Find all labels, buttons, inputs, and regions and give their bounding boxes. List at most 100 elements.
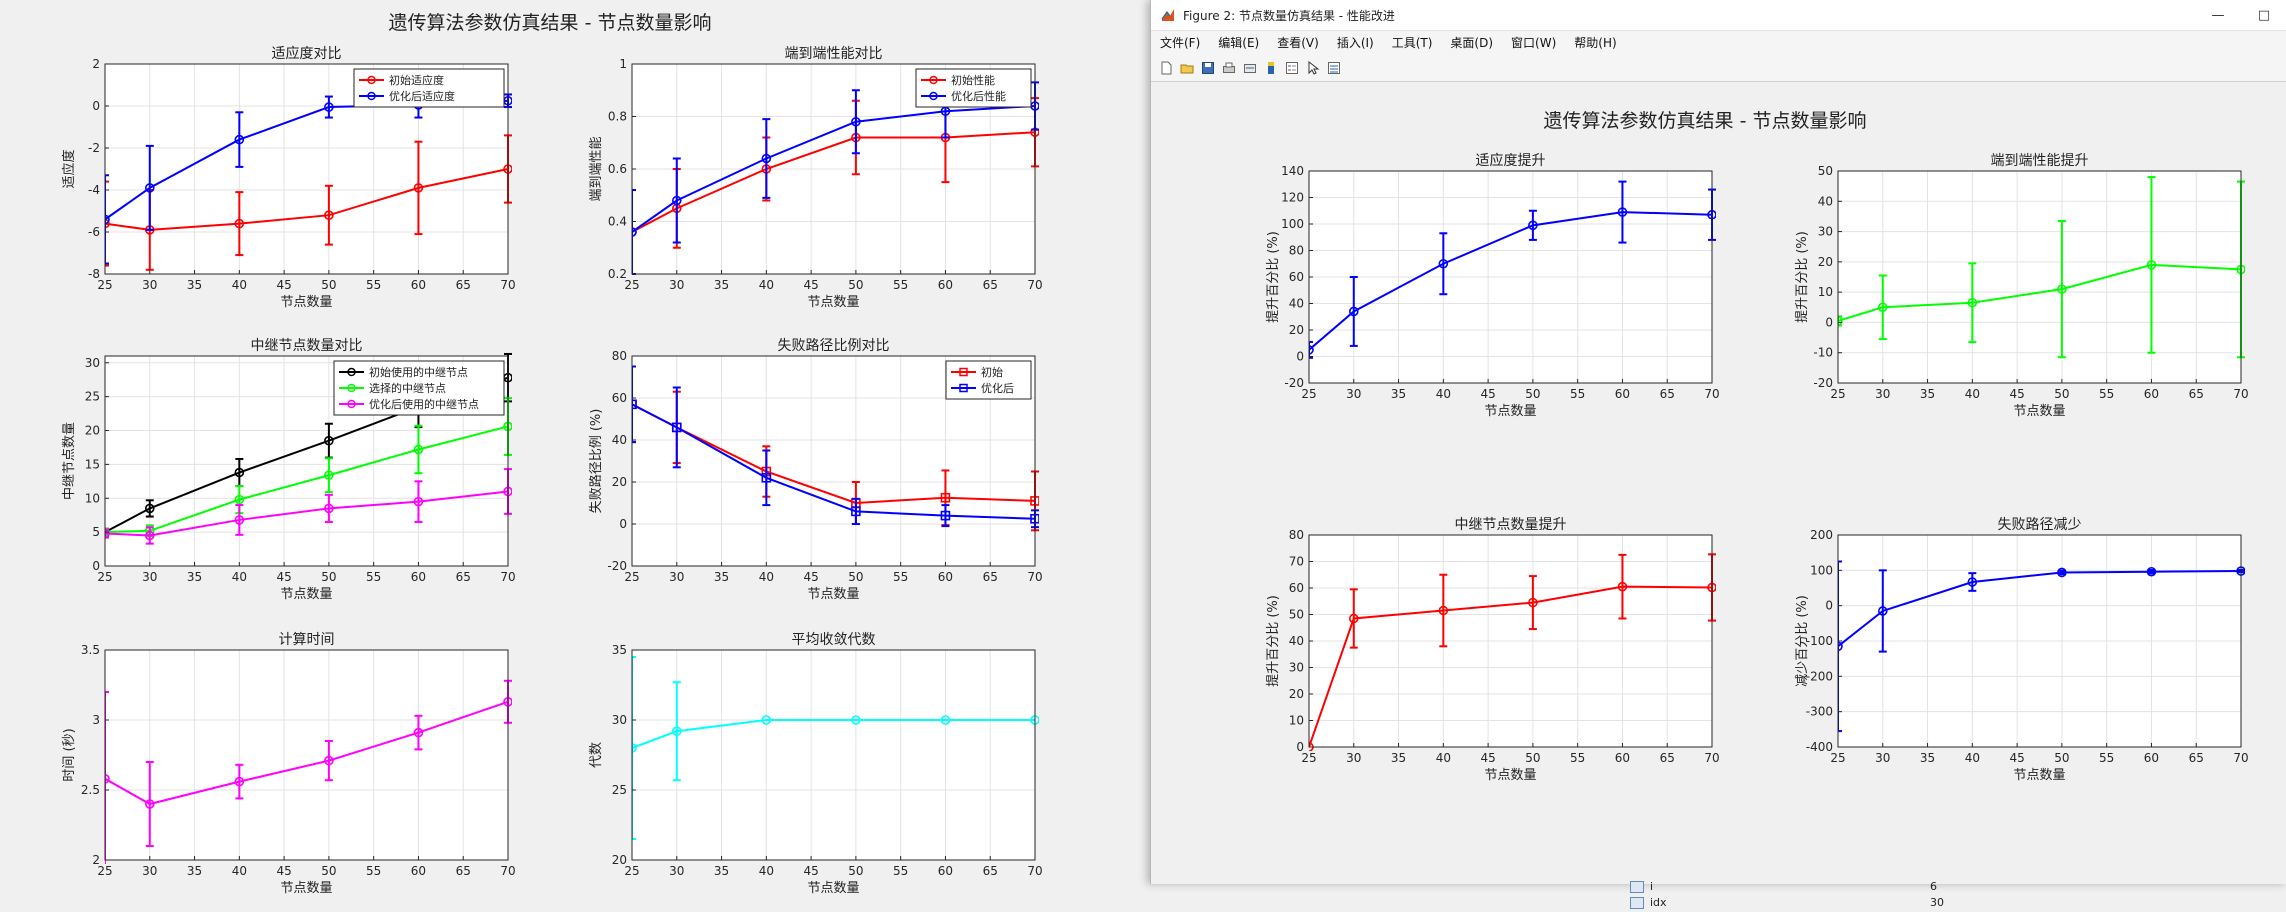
legend-icon[interactable] xyxy=(1283,59,1301,77)
menu-desktop[interactable]: 桌面(D) xyxy=(1450,36,1494,50)
x-tick-label: 65 xyxy=(456,864,471,878)
y-axis-label: 提升百分比 (%) xyxy=(1794,231,1810,323)
legend-box xyxy=(353,68,505,108)
data-point xyxy=(2057,567,2067,578)
series-line xyxy=(632,105,1036,233)
y-tick-label: -100 xyxy=(1806,634,1833,648)
print-icon[interactable] xyxy=(1220,59,1238,77)
y-axis-label: 端到端性能 xyxy=(589,136,604,201)
x-tick-label: 65 xyxy=(1660,751,1675,765)
x-tick-label: 35 xyxy=(714,570,729,584)
menu-file[interactable]: 文件(F) xyxy=(1160,36,1201,50)
x-tick-label: 65 xyxy=(1660,387,1675,401)
data-point xyxy=(324,102,334,112)
x-tick-label: 50 xyxy=(321,278,336,292)
x-axis-label: 节点数量 xyxy=(807,587,859,602)
menu-insert[interactable]: 插入(I) xyxy=(1336,36,1374,50)
y-tick-label: 0 xyxy=(619,517,627,531)
y-tick-label: 25 xyxy=(612,783,627,797)
x-tick-label: 55 xyxy=(366,864,381,878)
y-tick-label: 10 xyxy=(1818,285,1833,299)
menu-tools[interactable]: 工具(T) xyxy=(1391,36,1433,50)
legend-label: 初始适应度 xyxy=(389,73,444,87)
data-point xyxy=(413,727,424,738)
figure2-titlebar[interactable]: Figure 2: 节点数量仿真结果 - 性能改进 — □ xyxy=(1151,0,2286,31)
menu-window[interactable]: 窗口(W) xyxy=(1511,36,1557,50)
subplot-title: 端到端性能提升 xyxy=(1991,153,2089,169)
y-tick-label: 70 xyxy=(1289,555,1304,569)
y-tick-label: 0.2 xyxy=(608,267,627,281)
figure2-title: 遗传算法参数仿真结果 - 节点数量影响 xyxy=(1544,110,1867,132)
data-point xyxy=(413,183,424,193)
subplot-title: 端到端性能对比 xyxy=(785,46,883,62)
x-tick-label: 30 xyxy=(669,570,684,584)
y-tick-label: 30 xyxy=(85,356,100,370)
x-tick-label: 55 xyxy=(2099,387,2114,401)
x-tick-label: 40 xyxy=(232,278,247,292)
legend-marker xyxy=(347,383,356,393)
legend-marker xyxy=(367,75,376,85)
subplot-title: 失败路径比例对比 xyxy=(778,338,890,354)
y-tick-label: 5 xyxy=(92,525,100,539)
workspace-row[interactable]: i 6 xyxy=(1630,880,1937,893)
link-icon[interactable] xyxy=(1241,59,1259,77)
data-point xyxy=(1438,258,1449,269)
legend-marker xyxy=(959,367,968,377)
x-tick-label: 50 xyxy=(848,570,863,584)
new-file-icon[interactable] xyxy=(1157,59,1175,77)
data-point xyxy=(1877,606,1888,616)
x-tick-label: 30 xyxy=(1875,387,1890,401)
data-point xyxy=(851,715,861,725)
x-tick-label: 35 xyxy=(1391,387,1406,401)
y-tick-label: 20 xyxy=(1818,255,1833,269)
x-tick-label: 55 xyxy=(893,864,908,878)
y-tick-label: 60 xyxy=(1289,581,1304,595)
save-icon[interactable] xyxy=(1199,59,1217,77)
x-tick-label: 50 xyxy=(321,570,336,584)
data-point xyxy=(234,134,245,145)
x-tick-label: 60 xyxy=(938,278,953,292)
property-inspector-icon[interactable] xyxy=(1325,59,1343,77)
figure2-canvas: 遗传算法参数仿真结果 - 节点数量影响 25 30 35 40 45 50 55 60 65 70… xyxy=(1265,110,2249,783)
x-tick-label: 45 xyxy=(1480,387,1495,401)
data-point xyxy=(1838,316,1843,326)
menu-help[interactable]: 帮助(H) xyxy=(1574,36,1617,50)
data-point xyxy=(105,528,110,539)
y-tick-label: 1 xyxy=(619,57,627,71)
menu-edit[interactable]: 编辑(E) xyxy=(1218,36,1260,50)
x-tick-label: 45 xyxy=(276,864,291,878)
y-tick-label: 10 xyxy=(85,491,100,505)
y-tick-label: 40 xyxy=(1289,634,1304,648)
legend-marker xyxy=(347,367,356,377)
x-tick-label: 55 xyxy=(366,570,381,584)
x-tick-label: 70 xyxy=(1704,387,1719,401)
maximize-button[interactable]: □ xyxy=(2257,7,2271,23)
workspace-row[interactable]: idx 30 xyxy=(1630,896,1944,909)
series-line xyxy=(105,425,509,534)
y-tick-label: 0 xyxy=(1296,350,1304,364)
open-folder-icon[interactable] xyxy=(1178,59,1196,77)
data-point xyxy=(324,503,334,514)
y-tick-label: 20 xyxy=(1289,687,1304,701)
legend-label: 优化后性能 xyxy=(951,89,1006,103)
figure2-window[interactable]: Figure 2: 节点数量仿真结果 - 性能改进 — □ 文件(F) 编辑(E… xyxy=(1150,0,2286,884)
pointer-icon[interactable] xyxy=(1304,59,1322,77)
variable-icon xyxy=(1630,896,1644,909)
x-tick-label: 60 xyxy=(2144,387,2159,401)
y-tick-label: 2 xyxy=(92,853,100,867)
x-tick-label: 30 xyxy=(142,864,157,878)
colorbar-icon[interactable] xyxy=(1262,59,1280,77)
menu-view[interactable]: 查看(V) xyxy=(1277,36,1319,50)
series-line xyxy=(1309,585,1713,748)
x-tick-label: 65 xyxy=(983,278,998,292)
x-tick-label: 65 xyxy=(983,864,998,878)
legend-box xyxy=(915,68,1032,108)
minimize-button[interactable]: — xyxy=(2211,7,2225,23)
y-tick-label: 30 xyxy=(1818,225,1833,239)
x-axis-label: 节点数量 xyxy=(807,295,859,310)
